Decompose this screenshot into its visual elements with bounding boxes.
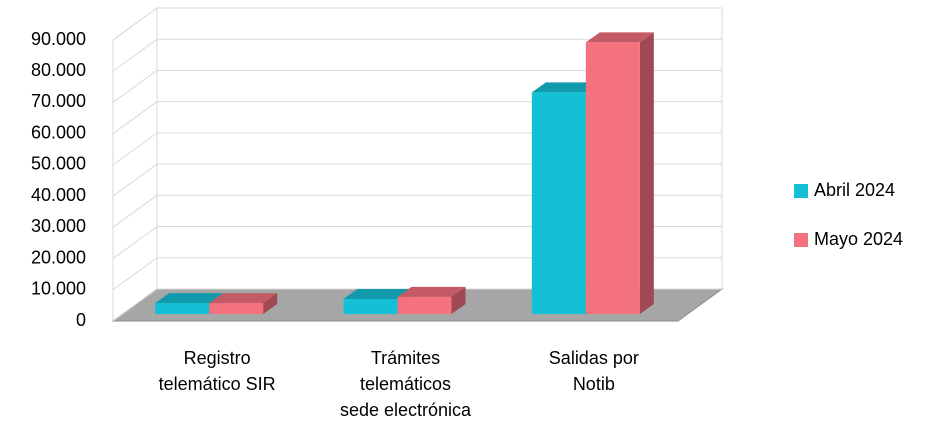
- legend-label: Abril 2024: [814, 180, 895, 200]
- grid-line: [112, 163, 158, 197]
- y-tick-label: 30.000: [31, 216, 86, 236]
- y-tick-label: 90.000: [31, 29, 86, 49]
- grid-line: [112, 7, 158, 41]
- bar: [397, 296, 452, 314]
- grid-line: [112, 38, 158, 72]
- y-tick-label: 70.000: [31, 91, 86, 111]
- bar-top: [343, 289, 412, 300]
- bar: [343, 299, 398, 314]
- bar-top: [585, 32, 654, 43]
- grid-line: [112, 132, 158, 166]
- bar-top: [155, 293, 224, 304]
- bar-side: [451, 286, 466, 314]
- bar-side: [263, 293, 278, 314]
- legend-label: Mayo 2024: [814, 229, 903, 249]
- x-tick-label: Salidas por Notib: [549, 348, 639, 394]
- y-tick-label: 80.000: [31, 60, 86, 80]
- y-tick-label: 20.000: [31, 247, 86, 267]
- bar-top: [531, 82, 600, 93]
- bar: [585, 42, 640, 314]
- bar: [531, 92, 586, 314]
- grid-line: [112, 70, 158, 103]
- legend-swatch: [794, 184, 808, 198]
- legend-swatch: [794, 233, 808, 247]
- y-tick-label: 0: [76, 310, 86, 330]
- grid-line: [112, 101, 158, 135]
- grid-line: [112, 226, 158, 259]
- y-tick-label: 60.000: [31, 122, 86, 142]
- bar-top: [209, 293, 278, 304]
- x-tick-label: Trámites telemáticos sede electrónica: [340, 348, 472, 420]
- y-tick-label: 50.000: [31, 154, 86, 174]
- y-tick-label: 40.000: [31, 185, 86, 205]
- bar-top: [397, 286, 466, 297]
- bar-side: [639, 32, 654, 314]
- y-tick-label: 10.000: [31, 279, 86, 299]
- x-tick-label: Registro telemático SIR: [159, 348, 276, 394]
- grid-line: [112, 257, 158, 291]
- grid-line: [112, 194, 158, 228]
- grid-line: [112, 288, 158, 322]
- bar: [155, 303, 210, 314]
- bar: [209, 303, 264, 314]
